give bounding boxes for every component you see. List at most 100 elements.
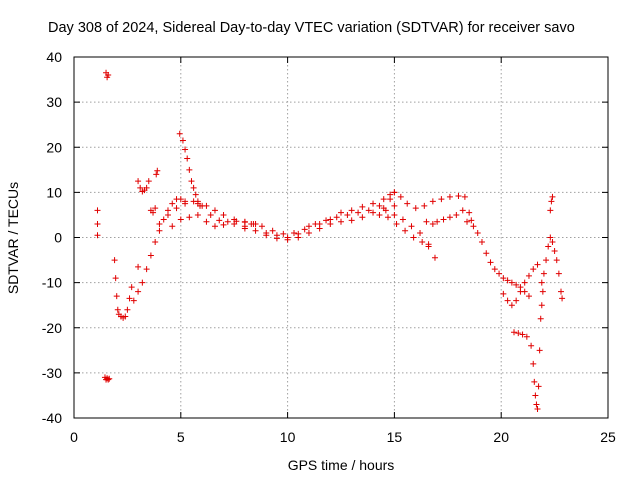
data-point	[211, 207, 218, 214]
series-mid-cluster-17h	[423, 207, 475, 227]
data-point	[143, 266, 150, 273]
data-point	[419, 239, 426, 246]
data-point	[258, 223, 265, 230]
data-point	[543, 257, 550, 264]
data-point	[376, 211, 383, 218]
data-point	[532, 392, 539, 399]
y-tick-label: -40	[42, 410, 62, 426]
data-point	[387, 191, 394, 198]
data-point	[382, 207, 389, 214]
data-point	[305, 223, 312, 230]
data-point	[145, 178, 152, 185]
data-point	[534, 405, 541, 412]
data-point	[269, 227, 276, 234]
x-tick-label: 25	[600, 429, 616, 445]
data-point	[188, 178, 195, 185]
data-point	[194, 200, 201, 207]
data-point	[128, 284, 135, 291]
data-point	[224, 218, 231, 225]
data-point	[384, 214, 391, 221]
data-point	[156, 227, 163, 234]
data-point	[536, 347, 543, 354]
data-point	[453, 211, 460, 218]
data-point	[359, 203, 366, 210]
data-point	[169, 200, 176, 207]
data-point	[539, 288, 546, 295]
data-point	[513, 297, 520, 304]
data-point	[231, 216, 238, 223]
y-tick-labels: -40 -30 -20 -10 0 10 20 30 40	[42, 49, 62, 426]
data-point	[211, 223, 218, 230]
series-low-spike	[101, 374, 113, 383]
data-point	[549, 193, 556, 200]
data-point	[504, 297, 511, 304]
data-point	[280, 230, 287, 237]
data-point	[470, 223, 477, 230]
data-point	[252, 227, 259, 234]
data-point	[421, 202, 428, 209]
data-point	[525, 293, 532, 300]
data-point	[153, 171, 160, 178]
y-tick-label: 10	[46, 184, 62, 200]
series-mid-band-2	[248, 196, 394, 237]
data-points	[94, 69, 566, 412]
series-arc-c	[194, 200, 259, 227]
data-point	[316, 220, 323, 227]
data-point	[94, 232, 101, 239]
data-point	[284, 234, 291, 241]
y-tick-label: 40	[46, 49, 62, 65]
data-point	[455, 192, 462, 199]
data-point	[327, 216, 334, 223]
data-point	[105, 72, 112, 79]
data-point	[537, 315, 544, 322]
data-point	[135, 263, 142, 270]
series-rise-to-5h	[130, 196, 189, 304]
data-point	[531, 378, 538, 385]
data-point	[177, 216, 184, 223]
data-point	[555, 270, 562, 277]
x-tick-label: 5	[177, 429, 185, 445]
data-point	[446, 193, 453, 200]
data-point	[370, 200, 377, 207]
data-point	[150, 209, 157, 216]
data-point	[203, 218, 210, 225]
data-point	[156, 220, 163, 227]
data-point	[511, 329, 518, 336]
x-tick-label: 20	[493, 429, 509, 445]
data-point	[496, 270, 503, 277]
data-point	[126, 295, 133, 302]
series-descent-alt	[500, 261, 541, 309]
data-point	[548, 198, 555, 205]
data-point	[515, 330, 522, 337]
data-point	[192, 191, 199, 198]
data-point	[130, 297, 137, 304]
y-tick-label: -20	[42, 320, 62, 336]
data-point	[241, 218, 248, 225]
series-dip-2h	[111, 257, 135, 321]
data-point	[273, 232, 280, 239]
series-plunge-21-22h	[511, 288, 546, 412]
data-point	[344, 211, 351, 218]
data-point	[533, 401, 540, 408]
data-point	[438, 196, 445, 203]
data-point	[263, 229, 270, 236]
data-point	[491, 266, 498, 273]
data-point	[429, 220, 436, 227]
grid	[74, 57, 608, 418]
data-point	[393, 220, 400, 227]
data-point	[397, 193, 404, 200]
data-point	[547, 234, 554, 241]
data-point	[423, 218, 430, 225]
data-point	[538, 302, 545, 309]
data-point	[549, 239, 556, 246]
data-point	[112, 275, 119, 282]
data-point	[105, 376, 112, 383]
chart-title: Day 308 of 2024, Sidereal Day-to-day VTE…	[48, 20, 575, 36]
data-point	[94, 220, 101, 227]
data-point	[461, 193, 468, 200]
data-point	[177, 196, 184, 203]
data-point	[525, 272, 532, 279]
series-fall-after-15h-3	[376, 211, 432, 250]
data-point	[194, 211, 201, 218]
data-point	[540, 270, 547, 277]
